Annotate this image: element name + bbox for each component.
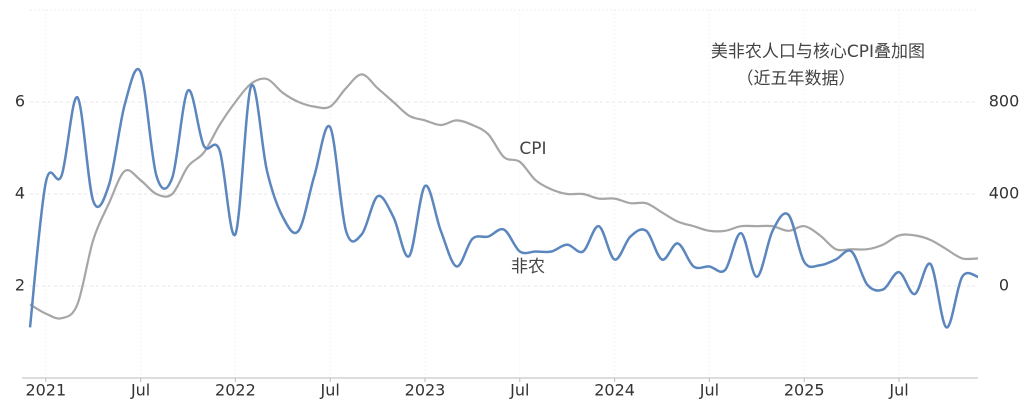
- x-tick-label: 2022: [215, 381, 256, 400]
- x-tick-label: Jul: [699, 381, 719, 400]
- x-tick-label: 2021: [25, 381, 66, 400]
- x-tick-label: Jul: [320, 381, 340, 400]
- x-tick-label: Jul: [130, 381, 150, 400]
- y-tick-label: 2: [15, 276, 25, 295]
- x-tick-label: Jul: [509, 381, 529, 400]
- y2-tick-label: 800: [989, 92, 1020, 111]
- y-tick-label: 4: [15, 184, 25, 203]
- annotation: CPI: [519, 139, 546, 159]
- chart-subtitle: （近五年数据）: [737, 69, 856, 89]
- x-tick-label: 2024: [594, 381, 635, 400]
- y2-tick-label: 0: [999, 276, 1009, 295]
- chart-title: 美非农人口与核心CPI叠加图: [711, 42, 925, 62]
- y-tick-label: 6: [15, 92, 25, 111]
- series-line: [29, 73, 979, 320]
- x-tick-label: Jul: [888, 381, 908, 400]
- x-tick-label: 2025: [784, 381, 825, 400]
- y2-tick-label: 400: [989, 184, 1020, 203]
- annotation: 非农: [511, 257, 545, 277]
- series-line: [28, 68, 979, 329]
- x-tick-label: 2023: [405, 381, 446, 400]
